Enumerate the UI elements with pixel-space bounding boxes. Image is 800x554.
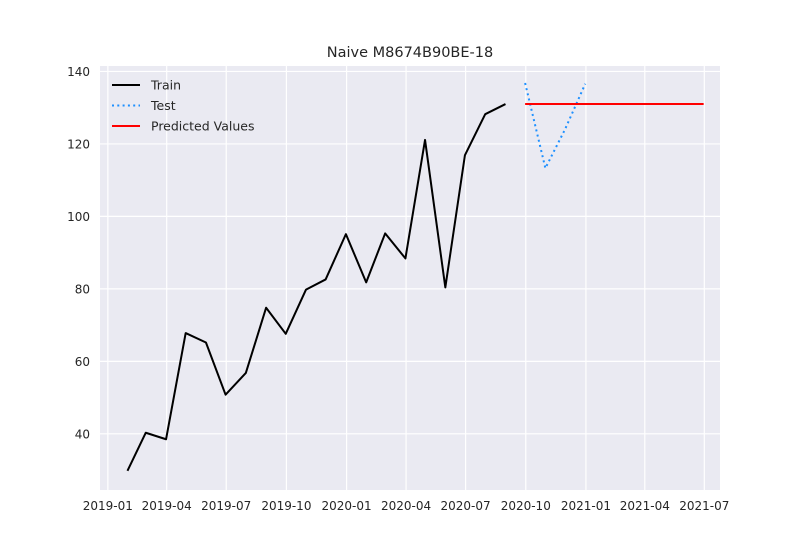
x-tick-label: 2021-07 <box>679 499 729 513</box>
x-tick-label: 2019-10 <box>261 499 311 513</box>
legend: Train Test Predicted Values <box>112 78 255 134</box>
legend-label-test: Test <box>150 98 176 113</box>
series-lines <box>126 82 704 472</box>
y-tick-label: 140 <box>67 65 90 79</box>
x-tick-label: 2020-01 <box>321 499 371 513</box>
chart-title: Naive M8674B90BE-18 <box>327 45 493 61</box>
tick-labels: 2019-01 2019-04 2019-07 2019-10 2020-01 2020-… <box>67 65 729 513</box>
series-line-test <box>524 82 587 170</box>
x-tick-label: 2020-07 <box>441 499 491 513</box>
x-tick-label: 2020-10 <box>501 499 551 513</box>
series-line-train <box>126 103 506 472</box>
x-tick-label: 2020-04 <box>381 499 431 513</box>
y-tick-label: 120 <box>67 137 90 151</box>
y-tick-label: 80 <box>75 282 90 296</box>
x-tick-label: 2019-04 <box>142 499 192 513</box>
legend-label-predicted-values: Predicted Values <box>151 119 255 134</box>
legend-label-train: Train <box>150 78 181 93</box>
y-tick-label: 60 <box>75 355 90 369</box>
x-tick-label: 2019-01 <box>83 499 133 513</box>
x-tick-label: 2021-04 <box>620 499 670 513</box>
x-tick-label: 2019-07 <box>201 499 251 513</box>
y-tick-label: 100 <box>67 210 90 224</box>
x-tick-label: 2021-01 <box>561 499 611 513</box>
plot-area <box>100 66 720 490</box>
y-tick-label: 40 <box>75 427 90 441</box>
gridlines <box>100 66 720 490</box>
